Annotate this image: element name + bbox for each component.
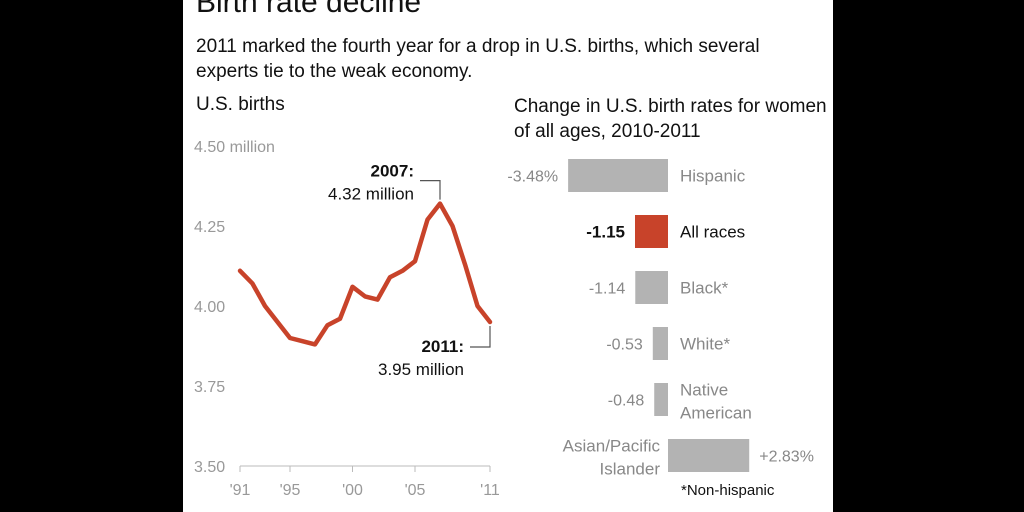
bar-category-label: All races: [680, 223, 745, 242]
x-tick-label: '95: [280, 482, 301, 499]
footnote: *Non-hispanic: [681, 482, 775, 499]
bar-value-label: -0.53: [606, 337, 643, 354]
x-tick-label: '05: [405, 482, 426, 499]
y-tick-label: 4.00: [194, 299, 225, 316]
bar-category-label: Black*: [680, 279, 729, 298]
annotation-2011-year: 2011:: [421, 337, 464, 356]
bar-all-races: [634, 215, 668, 248]
line-chart-title: U.S. births: [196, 94, 285, 115]
annotation-leader-2007: [420, 180, 441, 200]
bar-category-label: Islander: [600, 460, 661, 479]
x-tick-label: '00: [342, 482, 363, 499]
bar-category-label: White*: [680, 335, 730, 354]
chart-title: Birth rate decline: [196, 0, 422, 19]
bar-asian-pacific-islander: [668, 439, 750, 472]
infographic-panel: Birth rate decline 2011 marked the fourt…: [183, 0, 833, 512]
bar-value-label: +2.83%: [759, 449, 814, 466]
x-tick-label: '91: [230, 482, 251, 499]
bar-chart-title: Change in U.S. birth rates for women of …: [514, 96, 827, 142]
bar-value-label: -1.15: [586, 223, 625, 242]
charts-svg: 4.50 million 4.25 4.00 3.75 3.50 '91 '95 '00 '05…: [194, 139, 814, 499]
bar-value-label: -0.48: [608, 393, 645, 410]
annotation-2007-value: 4.32 million: [328, 185, 414, 204]
bar-category-label: Native: [680, 381, 728, 400]
annotation-leader-2011: [470, 326, 491, 348]
bar-category-label: Hispanic: [680, 167, 746, 186]
bar-native-american: [654, 383, 668, 416]
chart-subtitle: 2011 marked the fourth year for a drop i…: [196, 36, 760, 82]
annotation-2011-value: 3.95 million: [378, 360, 464, 379]
bar-hispanic: [568, 159, 668, 192]
y-tick-label: 3.75: [194, 379, 225, 396]
births-series-line: [237, 201, 493, 347]
bar-black: [635, 271, 668, 304]
bar-category-label: American: [680, 404, 752, 423]
y-tick-label: 4.25: [194, 219, 225, 236]
bar-value-label: -3.48%: [507, 169, 558, 186]
bar-category-label: Asian/Pacific: [563, 437, 661, 456]
y-tick-label: 3.50: [194, 459, 225, 476]
bar-white: [652, 327, 668, 360]
annotation-2007-year: 2007:: [371, 162, 414, 181]
x-tick-label: '11: [480, 482, 500, 499]
bar-value-label: -1.14: [589, 281, 626, 298]
y-tick-label: 4.50 million: [194, 139, 275, 156]
